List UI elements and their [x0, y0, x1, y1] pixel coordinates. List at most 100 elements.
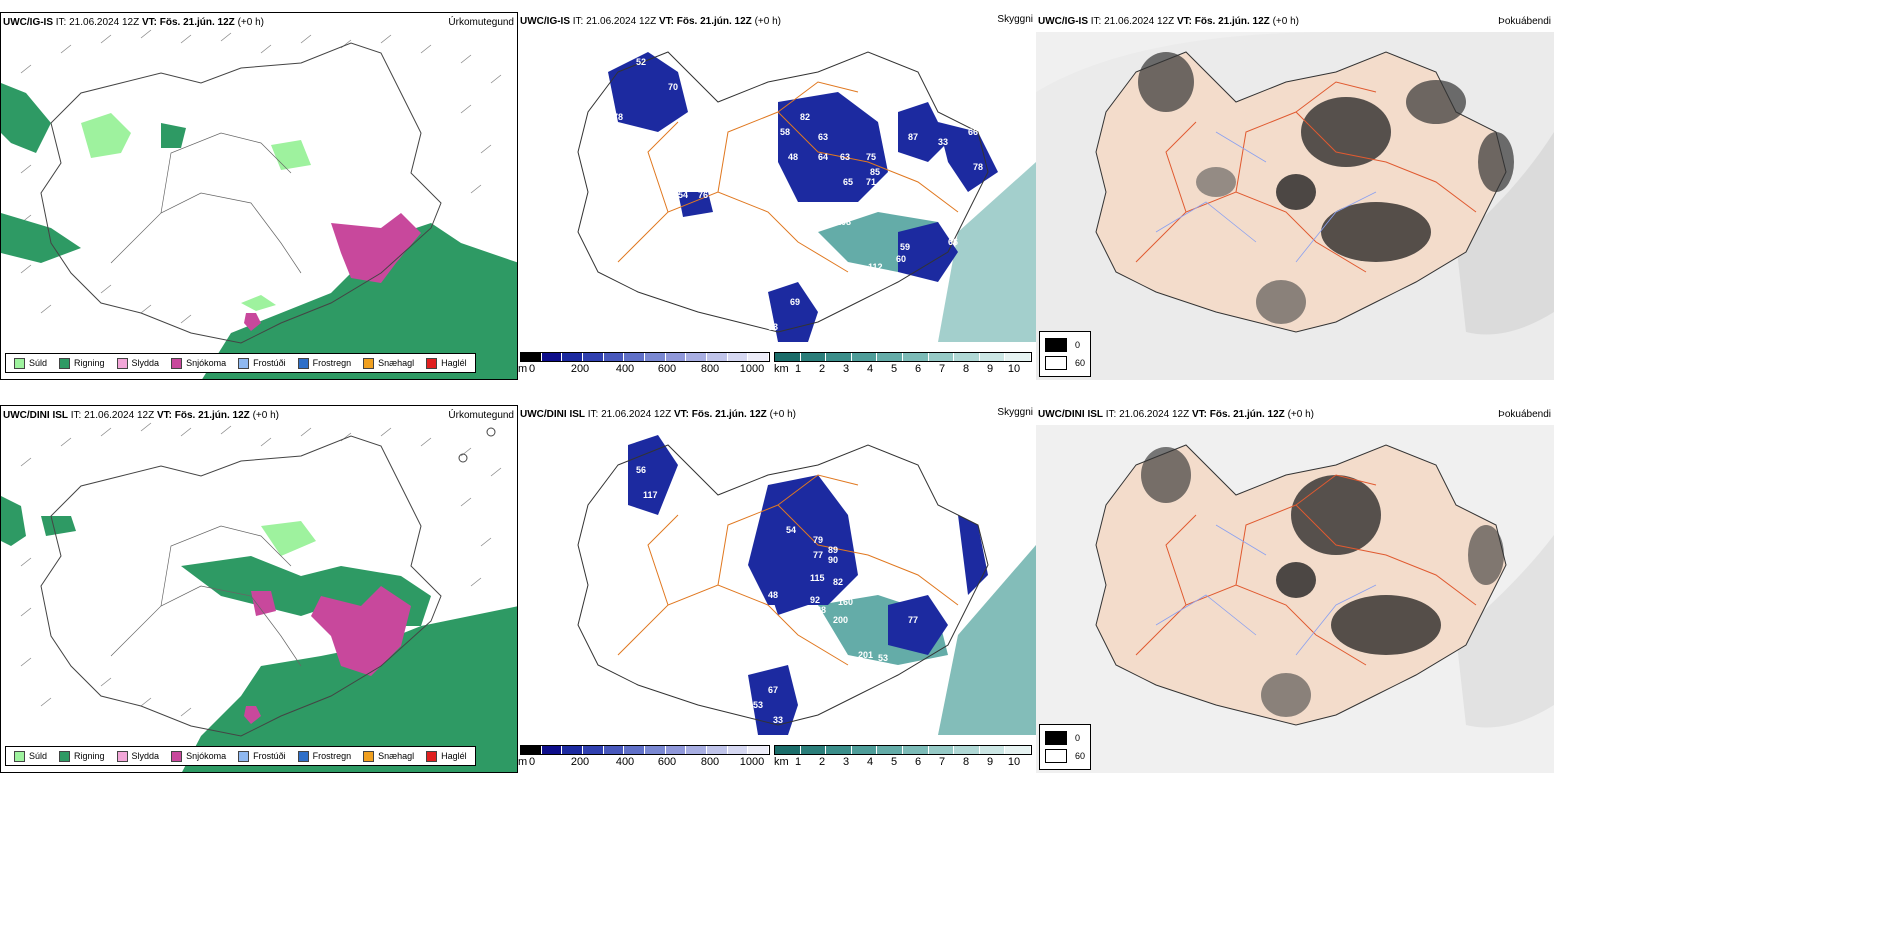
map-header: UWC/DINI ISL IT: 21.06.2024 12Z VT: Fös.…: [520, 409, 796, 420]
cloudbase-value-label: 33: [773, 715, 784, 725]
cloudbase-value-label: 88: [816, 605, 827, 615]
cloudbase-value-label: 78: [973, 162, 984, 172]
legend-swatch: [171, 750, 183, 762]
cloudbase-value-label: 82: [833, 577, 844, 587]
tick: 7: [938, 363, 946, 375]
legend-item-frostregn: Frostregn: [297, 750, 351, 762]
legend-item-slydda: Slydda: [116, 750, 159, 762]
visibility-map-graphic: [577, 51, 1036, 342]
colorbar-segment: [707, 746, 728, 754]
cloudbase-value-label: 76: [678, 152, 689, 162]
colorbar-segment: [521, 353, 542, 361]
tick: 2: [818, 756, 826, 768]
tick: 600: [657, 756, 677, 768]
colorbar-segment: [645, 746, 666, 754]
cloudbase-value-label: 76: [698, 190, 709, 200]
tick: 5: [890, 363, 898, 375]
precip-legend: Súld Rigning Slydda Snjókoma Frostúði Fr…: [5, 353, 476, 373]
colorbar-segment: [979, 353, 1006, 361]
tick: 800: [700, 363, 720, 375]
colorbar-segment: [562, 746, 584, 754]
cloudbase-value-label: 67: [628, 127, 639, 137]
cloudbase-value-label: 67: [768, 685, 779, 695]
cloudbase-value-label: 65: [763, 317, 774, 327]
tick: 400: [615, 363, 635, 375]
fog-indicator-map-row1: UWC/IG-IS IT: 21.06.2024 12Z VT: Fös. 21…: [1036, 12, 1554, 380]
legend-swatch: [238, 357, 250, 369]
colorbar-segment: [1005, 353, 1031, 361]
cloudbase-value-label: 69: [790, 297, 801, 307]
cloudbase-value-label: 82: [936, 212, 947, 222]
legend-item-snjokoma: Snjókoma: [171, 357, 226, 369]
map-header: UWC/IG-IS IT: 21.06.2024 12Z VT: Fös. 21…: [520, 16, 781, 27]
cloudbase-value-label: 77: [728, 217, 739, 227]
cloudbase-value-label: 33: [768, 322, 779, 332]
scale-unit: m: [518, 756, 528, 768]
legend-swatch: [14, 750, 25, 762]
cloudbase-value-label: 89: [828, 545, 839, 555]
colorbar-segment: [979, 746, 1006, 754]
cloudbase-value-label: 53: [753, 700, 764, 710]
colorbar-segment: [645, 353, 666, 361]
legend-swatch: [171, 357, 183, 369]
colorbar-segment: [727, 353, 749, 361]
cloudbase-value-label: 78: [613, 112, 624, 122]
colorbar-segment: [800, 746, 827, 754]
cloudbase-value-label: 63: [818, 132, 829, 142]
cloudbase-value-label: 48: [768, 590, 779, 600]
precip-map-graphic: [1, 29, 517, 379]
legend-swatch: [14, 357, 25, 369]
colorbar-segment: [775, 746, 801, 754]
cloudbase-value-label: 58: [780, 127, 791, 137]
map-type-label: Skyggni: [997, 407, 1033, 418]
cloudbase-value-label: 69: [688, 102, 699, 112]
tick: 4: [866, 756, 874, 768]
fog-indicator-map-row2: UWC/DINI ISL IT: 21.06.2024 12Z VT: Fös.…: [1036, 405, 1554, 773]
legend-swatch: [1045, 749, 1067, 763]
cloudbase-value-label: 65: [843, 177, 854, 187]
tick: 600: [657, 363, 677, 375]
cloudbase-scale: m 0 200 400 600 800 1000: [518, 352, 770, 378]
colorbar-segment: [665, 746, 687, 754]
legend-swatch: [363, 357, 375, 369]
colorbar-segment: [851, 746, 878, 754]
legend-swatch: [116, 357, 128, 369]
cloudbase-value-label: 63: [746, 307, 757, 317]
cloudbase-value-label: 53: [878, 653, 889, 663]
colorbar-segment: [583, 746, 604, 754]
tick: 0: [528, 363, 536, 375]
cloudbase-value-label: 112: [868, 262, 883, 272]
legend-item-frostregn: Frostregn: [297, 357, 351, 369]
cloudbase-value-label: 33: [938, 137, 949, 147]
tick: 10: [1007, 756, 1021, 768]
colorbar-segment: [707, 353, 728, 361]
colorbar-segment: [686, 353, 708, 361]
colorbar-segment: [521, 746, 542, 754]
map-type-label: Þokuábendi: [1498, 16, 1551, 27]
cloudbase-value-label: 71: [866, 177, 877, 187]
visibility-map-row2: UWC/DINI ISL IT: 21.06.2024 12Z VT: Fös.…: [518, 405, 1036, 773]
legend-swatch: [116, 750, 128, 762]
cloudbase-value-label: 108: [836, 217, 852, 227]
map-type-label: Þokuábendi: [1498, 409, 1551, 420]
legend-swatch: [59, 750, 71, 762]
cloudbase-value-label: 45: [783, 197, 794, 207]
cloudbase-colorbar: [520, 352, 770, 362]
tick: 200: [570, 363, 590, 375]
legend-item-haglel: Haglél: [426, 357, 467, 369]
legend-item-snaehagl: Snæhagl: [363, 357, 414, 369]
map-header: UWC/DINI ISL IT: 21.06.2024 12Z VT: Fös.…: [3, 410, 279, 421]
visibility-colorbar: [774, 745, 1032, 755]
colorbar-segment: [665, 353, 687, 361]
cloudbase-value-label: 52: [636, 57, 647, 67]
cloudbase-value-label: 90: [828, 555, 839, 565]
cloudbase-value-label: 54: [678, 190, 689, 200]
precip-type-map-row2: UWC/DINI ISL IT: 21.06.2024 12Z VT: Fös.…: [0, 405, 518, 773]
tick: 5: [890, 756, 898, 768]
tick: 8: [962, 756, 970, 768]
cloudbase-value-label: 79: [813, 535, 824, 545]
colorbar-segment: [851, 353, 878, 361]
colorbar-segment: [603, 353, 625, 361]
cloudbase-value-label: 77: [813, 550, 824, 560]
legend-swatch: [426, 357, 438, 369]
